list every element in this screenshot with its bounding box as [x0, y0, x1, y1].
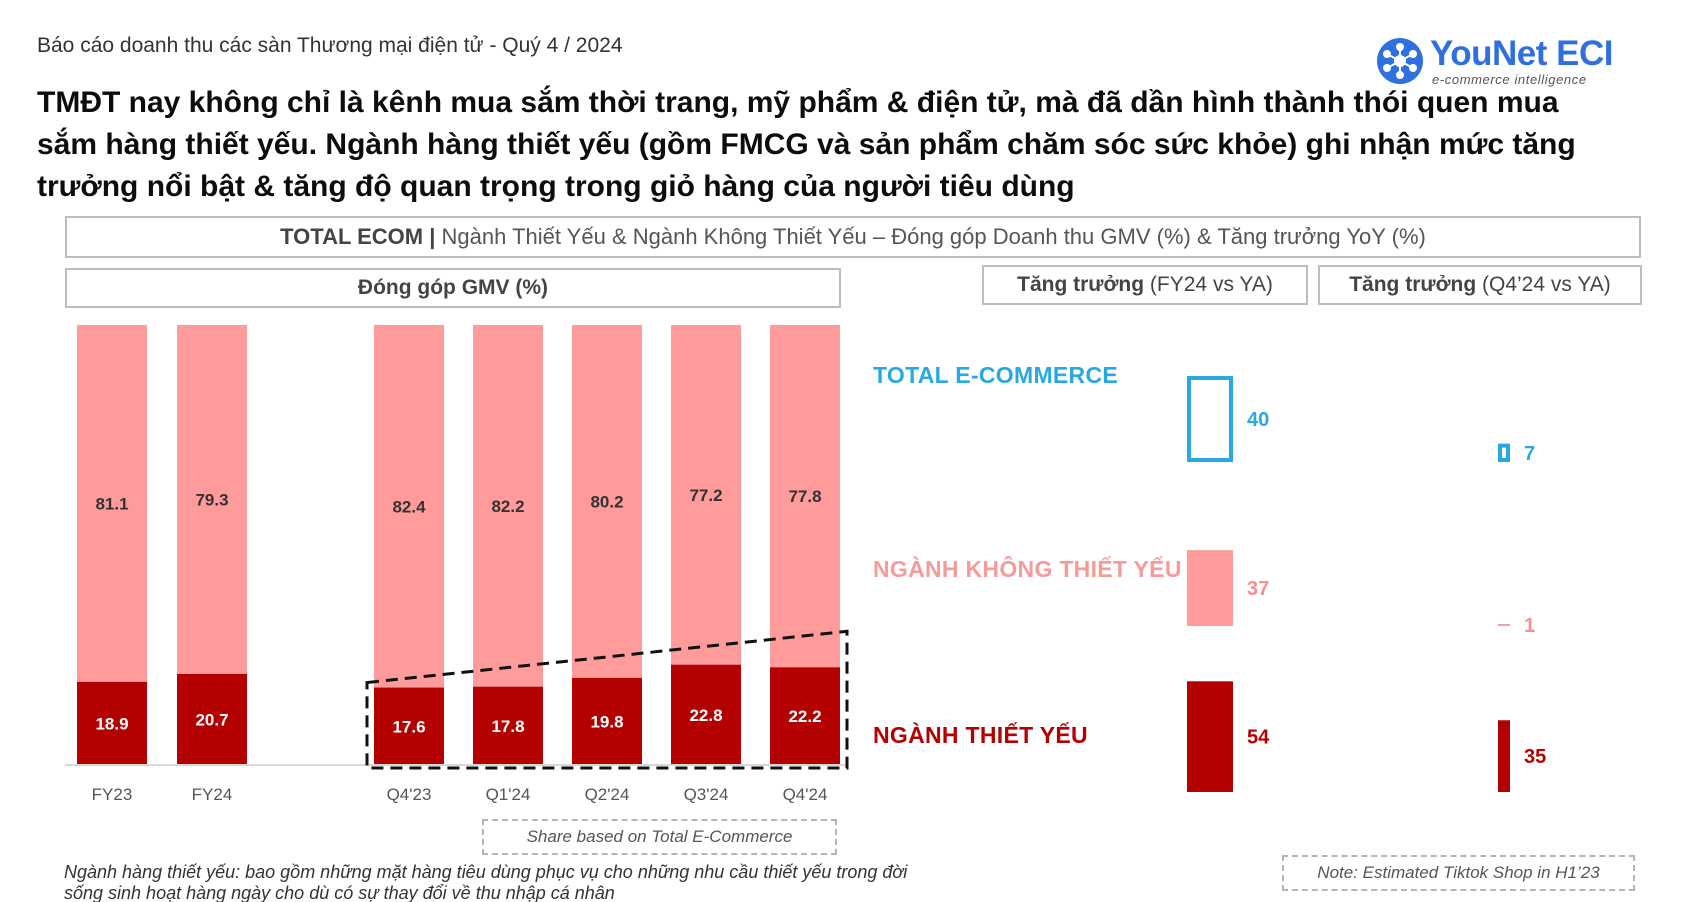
gmv-title-text: Đóng góp GMV (%) — [357, 276, 549, 299]
bar-essential-5 — [671, 664, 741, 765]
growth-q-label-1: 1 — [1524, 615, 1535, 637]
logo-tagline: e-commerce intelligence — [1432, 72, 1587, 87]
growth-q-bar-2 — [1498, 720, 1510, 792]
growth-q-rest: (Q4’24 vs YA) — [1476, 273, 1611, 296]
label-essential-0: 18.9 — [95, 714, 128, 733]
growth-q-bold: Tăng trưởng — [1349, 273, 1477, 296]
bar-essential-3 — [473, 686, 543, 765]
x-tick-label-1: FY24 — [192, 785, 233, 804]
growth-q-label-0: 7 — [1524, 443, 1535, 465]
logo-name: YouNet ECI — [1430, 34, 1613, 73]
label-essential-6: 22.2 — [788, 707, 821, 726]
growth-fy-title: Tăng trưởng (FY24 vs YA) — [982, 265, 1308, 305]
tiktok-note: Note: Estimated Tiktok Shop in H1’23 — [1282, 855, 1635, 891]
bar-essential-2 — [374, 687, 444, 765]
growth-fy-bar-0 — [1187, 376, 1233, 462]
label-non-essential-1: 79.3 — [195, 490, 228, 509]
label-essential-1: 20.7 — [195, 710, 228, 729]
bar-non-essential-1 — [177, 325, 247, 674]
banner-bold: TOTAL ECOM | — [280, 224, 436, 249]
bar-non-essential-2 — [374, 325, 444, 688]
banner-text: Ngành Thiết Yếu & Ngành Không Thiết Yếu … — [435, 224, 1426, 249]
growth-fy-label-0: 40 — [1247, 409, 1269, 431]
growth-q-label-2: 35 — [1524, 746, 1546, 768]
label-non-essential-0: 81.1 — [95, 494, 128, 513]
report-subtitle: Báo cáo doanh thu các sàn Thương mại điệ… — [37, 34, 623, 57]
segment-label-non-essential: NGÀNH KHÔNG THIẾT YẾU — [873, 556, 1182, 582]
growth-fy-label-1: 37 — [1247, 578, 1269, 600]
growth-q-bar-1 — [1498, 623, 1510, 626]
bar-essential-6 — [770, 667, 840, 765]
x-tick-label-0: FY23 — [92, 785, 133, 804]
network-icon — [1377, 38, 1423, 84]
growth-fy-rest: (FY24 vs YA) — [1144, 273, 1273, 296]
x-tick-label-2: Q4'23 — [387, 785, 432, 804]
chart-banner: TOTAL ECOM | Ngành Thiết Yếu & Ngành Khô… — [65, 216, 1641, 258]
growth-fy-bar-2 — [1187, 681, 1233, 792]
label-non-essential-3: 82.2 — [491, 497, 524, 516]
x-tick-label-3: Q1'24 — [486, 785, 531, 804]
x-tick-label-6: Q4'24 — [783, 785, 828, 804]
bar-essential-4 — [572, 677, 642, 765]
bar-non-essential-3 — [473, 325, 543, 687]
footnote: Ngành hàng thiết yếu: bao gồm những mặt … — [64, 862, 908, 902]
label-essential-4: 19.8 — [590, 712, 623, 731]
growth-q-bar-0 — [1498, 443, 1510, 462]
label-essential-2: 17.6 — [392, 717, 425, 736]
essential-trend-highlight — [365, 629, 849, 770]
label-essential-3: 17.8 — [491, 717, 524, 736]
label-essential-5: 22.8 — [689, 706, 722, 725]
label-non-essential-5: 77.2 — [689, 486, 722, 505]
x-tick-label-4: Q2'24 — [585, 785, 630, 804]
segment-label-essential: NGÀNH THIẾT YẾU — [873, 722, 1088, 748]
growth-fy-label-2: 54 — [1247, 727, 1270, 749]
growth-fy-bar-1 — [1187, 550, 1233, 626]
brand-logo: YouNet ECI e-commerce intelligence — [1375, 34, 1625, 87]
bar-essential-0 — [77, 681, 147, 765]
bar-non-essential-0 — [77, 325, 147, 682]
label-non-essential-4: 80.2 — [590, 492, 623, 511]
bar-essential-1 — [177, 673, 247, 765]
label-non-essential-6: 77.8 — [788, 487, 821, 506]
share-note: Share based on Total E-Commerce — [482, 819, 837, 855]
bar-non-essential-6 — [770, 325, 840, 668]
headline: TMĐT nay không chỉ là kênh mua sắm thời … — [37, 86, 1576, 203]
x-tick-label-5: Q3'24 — [684, 785, 729, 804]
bar-non-essential-5 — [671, 325, 741, 665]
growth-q-title: Tăng trưởng (Q4’24 vs YA) — [1318, 265, 1642, 305]
growth-fy-bold: Tăng trưởng — [1017, 273, 1145, 296]
label-non-essential-2: 82.4 — [392, 497, 426, 516]
bar-non-essential-4 — [572, 325, 642, 678]
segment-label-total: TOTAL E-COMMERCE — [873, 362, 1119, 388]
gmv-panel-title: Đóng góp GMV (%) — [65, 268, 841, 308]
